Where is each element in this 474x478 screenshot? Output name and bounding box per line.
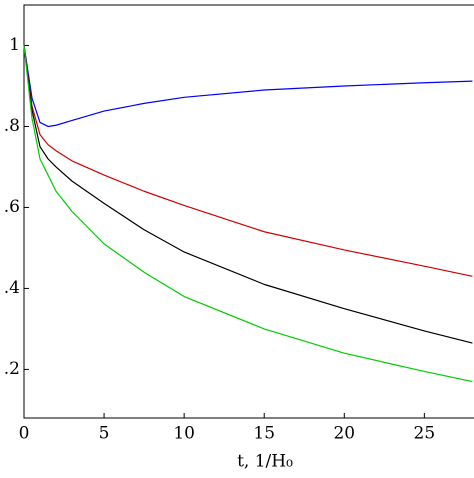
x-axis-label: t, 1/H₀ [237, 452, 293, 472]
x-tick-label: 5 [99, 424, 110, 444]
axes-frame [23, 4, 474, 419]
y-tick-label: .8 [4, 116, 20, 136]
x-tick-label: 0 [19, 424, 30, 444]
x-tick-label: 15 [253, 424, 275, 444]
x-tick-label: 10 [173, 424, 195, 444]
y-tick-label: .4 [4, 278, 20, 298]
x-tick-label: 25 [414, 424, 436, 444]
y-tick-label: .2 [4, 359, 20, 379]
y-tick-label: 1 [9, 35, 20, 55]
line-series [23, 45, 473, 344]
y-tick-label: .6 [4, 197, 20, 217]
line-series [23, 45, 473, 128]
x-tick-label: 20 [333, 424, 355, 444]
line-series [23, 45, 473, 277]
line-series [23, 45, 473, 383]
